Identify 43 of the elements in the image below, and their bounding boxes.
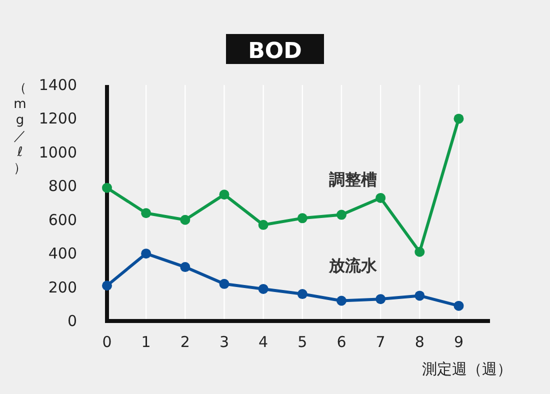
y-tick-label: 1000 <box>38 143 77 162</box>
point <box>414 246 425 257</box>
chart-title: BOD <box>248 39 302 64</box>
point <box>297 289 308 300</box>
point <box>336 296 346 306</box>
x-tick-label: 6 <box>336 333 346 351</box>
y-axis-title: （mg／ℓ） <box>14 81 26 176</box>
y-tick-label: 200 <box>48 278 77 296</box>
point <box>376 294 386 304</box>
series-label: 放流水 <box>328 256 378 275</box>
point <box>102 182 112 193</box>
point <box>180 214 190 225</box>
point <box>219 278 230 289</box>
y-tick-label: 800 <box>48 177 77 196</box>
point <box>102 280 112 291</box>
x-tick-label: 8 <box>414 333 424 351</box>
x-tick-label: 2 <box>180 333 190 351</box>
y-tick-label: 1400 <box>38 76 77 94</box>
point <box>219 190 230 200</box>
point <box>141 248 152 259</box>
x-tick-label: 7 <box>376 333 386 351</box>
y-tick-label: 600 <box>48 210 77 229</box>
point <box>258 284 268 294</box>
point <box>414 290 425 301</box>
x-tick-label: 9 <box>454 333 464 351</box>
point <box>454 114 464 124</box>
x-tick-label: 5 <box>298 333 308 351</box>
point <box>258 220 268 230</box>
x-tick-label: 4 <box>258 333 268 351</box>
series-label: 調整槽 <box>329 170 378 189</box>
x-tick-label: 3 <box>219 333 230 351</box>
point <box>297 213 308 224</box>
point <box>336 210 346 220</box>
y-tick-label: 0 <box>67 312 77 330</box>
x-axis-title: 測定週（週） <box>422 360 512 378</box>
point <box>376 192 386 203</box>
y-tick-label: 400 <box>48 244 77 263</box>
x-tick-label: 1 <box>141 333 151 351</box>
x-tick-label: 0 <box>102 333 112 351</box>
point <box>141 208 152 218</box>
y-tick-label: 1200 <box>38 110 77 128</box>
point <box>454 300 464 311</box>
point <box>180 262 190 272</box>
